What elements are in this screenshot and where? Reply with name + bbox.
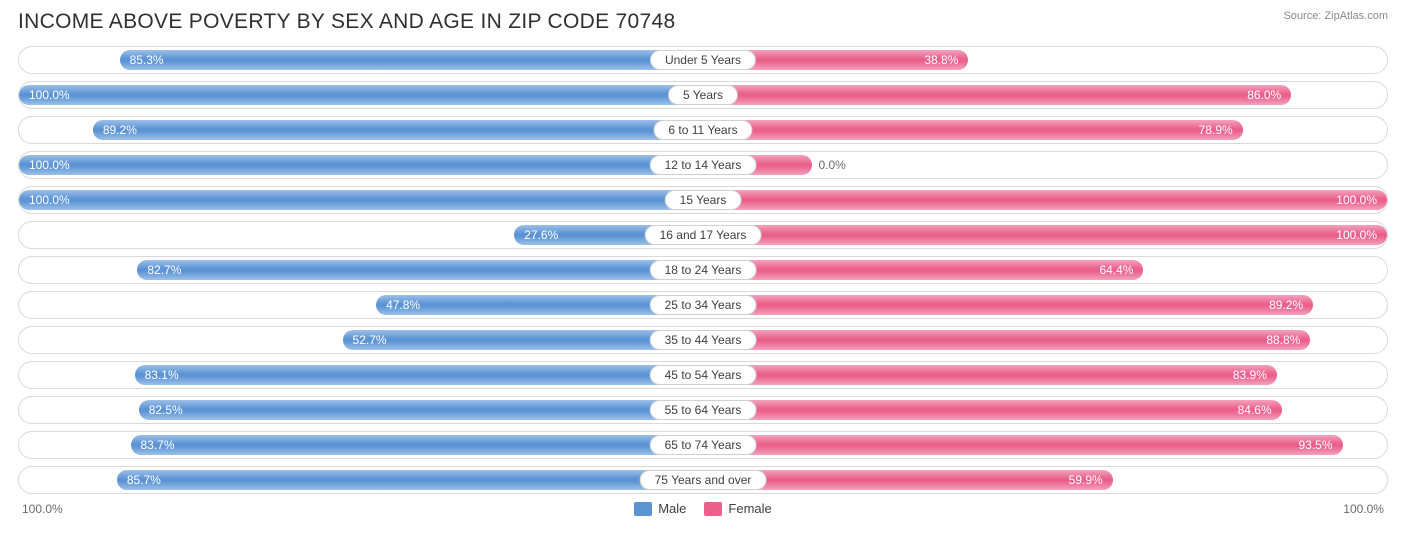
male-value-label: 47.8% [386, 298, 420, 312]
male-bar: 83.1% [135, 365, 703, 385]
chart-title: INCOME ABOVE POVERTY BY SEX AND AGE IN Z… [18, 10, 675, 34]
male-bar: 85.3% [120, 50, 703, 70]
male-value-label: 82.5% [149, 403, 183, 417]
chart-header: INCOME ABOVE POVERTY BY SEX AND AGE IN Z… [18, 10, 1388, 34]
category-label: 45 to 54 Years [650, 365, 757, 385]
chart-row: 83.7% 93.5% 65 to 74 Years [18, 431, 1388, 459]
category-label: 75 Years and over [640, 470, 767, 490]
male-value-label: 27.6% [524, 228, 558, 242]
male-bar: 82.5% [139, 400, 703, 420]
male-value-label: 100.0% [29, 158, 70, 172]
category-label: 55 to 64 Years [650, 400, 757, 420]
female-bar: 86.0% [703, 85, 1291, 105]
male-bar: 100.0% [19, 190, 703, 210]
female-bar: 78.9% [703, 120, 1243, 140]
female-bar: 83.9% [703, 365, 1277, 385]
female-value-label: 93.5% [1299, 438, 1333, 452]
male-bar: 89.2% [93, 120, 703, 140]
male-value-label: 52.7% [353, 333, 387, 347]
chart-row: 85.3% 38.8% Under 5 Years [18, 46, 1388, 74]
female-bar: 100.0% [703, 225, 1387, 245]
female-value-label: 59.9% [1069, 473, 1103, 487]
female-value-label: 89.2% [1269, 298, 1303, 312]
male-value-label: 83.1% [145, 368, 179, 382]
female-bar: 93.5% [703, 435, 1343, 455]
male-value-label: 83.7% [141, 438, 175, 452]
chart-row: 82.5% 84.6% 55 to 64 Years [18, 396, 1388, 424]
female-value-label: 100.0% [1336, 228, 1377, 242]
female-value-label: 100.0% [1336, 193, 1377, 207]
chart-row: 100.0% 100.0% 15 Years [18, 186, 1388, 214]
female-value-label: 86.0% [1247, 88, 1281, 102]
female-value-label: 64.4% [1099, 263, 1133, 277]
chart-footer: 100.0% Male Female 100.0% [18, 501, 1388, 516]
female-bar: 89.2% [703, 295, 1313, 315]
female-value-label: 0.0% [818, 158, 845, 172]
legend-male: Male [634, 501, 686, 516]
female-bar: 64.4% [703, 260, 1143, 280]
legend-female-label: Female [728, 501, 771, 516]
diverging-bar-chart: 85.3% 38.8% Under 5 Years 100.0% 86.0% 5 Year… [18, 46, 1388, 494]
male-bar: 100.0% [19, 85, 703, 105]
female-value-label: 83.9% [1233, 368, 1267, 382]
category-label: 12 to 14 Years [650, 155, 757, 175]
male-value-label: 82.7% [147, 263, 181, 277]
chart-row: 100.0% 86.0% 5 Years [18, 81, 1388, 109]
chart-row: 52.7% 88.8% 35 to 44 Years [18, 326, 1388, 354]
male-bar: 100.0% [19, 155, 703, 175]
category-label: Under 5 Years [650, 50, 756, 70]
category-label: 15 Years [665, 190, 742, 210]
female-value-label: 38.8% [924, 53, 958, 67]
chart-row: 47.8% 89.2% 25 to 34 Years [18, 291, 1388, 319]
female-value-label: 84.6% [1238, 403, 1272, 417]
category-label: 16 and 17 Years [645, 225, 762, 245]
male-value-label: 85.3% [130, 53, 164, 67]
legend: Male Female [634, 501, 772, 516]
female-bar: 100.0% [703, 190, 1387, 210]
female-value-label: 78.9% [1199, 123, 1233, 137]
male-bar: 82.7% [137, 260, 703, 280]
female-bar: 84.6% [703, 400, 1282, 420]
female-swatch-icon [704, 502, 722, 516]
axis-left-label: 100.0% [22, 502, 63, 516]
category-label: 18 to 24 Years [650, 260, 757, 280]
legend-male-label: Male [658, 501, 686, 516]
category-label: 65 to 74 Years [650, 435, 757, 455]
male-swatch-icon [634, 502, 652, 516]
chart-row: 82.7% 64.4% 18 to 24 Years [18, 256, 1388, 284]
chart-row: 89.2% 78.9% 6 to 11 Years [18, 116, 1388, 144]
legend-female: Female [704, 501, 771, 516]
chart-row: 100.0% 0.0% 12 to 14 Years [18, 151, 1388, 179]
chart-row: 27.6% 100.0% 16 and 17 Years [18, 221, 1388, 249]
female-value-label: 88.8% [1266, 333, 1300, 347]
female-bar: 88.8% [703, 330, 1310, 350]
category-label: 5 Years [668, 85, 738, 105]
male-value-label: 89.2% [103, 123, 137, 137]
category-label: 25 to 34 Years [650, 295, 757, 315]
axis-right-label: 100.0% [1343, 502, 1384, 516]
male-value-label: 85.7% [127, 473, 161, 487]
chart-source: Source: ZipAtlas.com [1283, 10, 1388, 22]
category-label: 6 to 11 Years [653, 120, 752, 140]
male-value-label: 100.0% [29, 193, 70, 207]
male-bar: 85.7% [117, 470, 703, 490]
chart-row: 83.1% 83.9% 45 to 54 Years [18, 361, 1388, 389]
male-bar: 83.7% [131, 435, 704, 455]
category-label: 35 to 44 Years [650, 330, 757, 350]
chart-row: 85.7% 59.9% 75 Years and over [18, 466, 1388, 494]
male-value-label: 100.0% [29, 88, 70, 102]
